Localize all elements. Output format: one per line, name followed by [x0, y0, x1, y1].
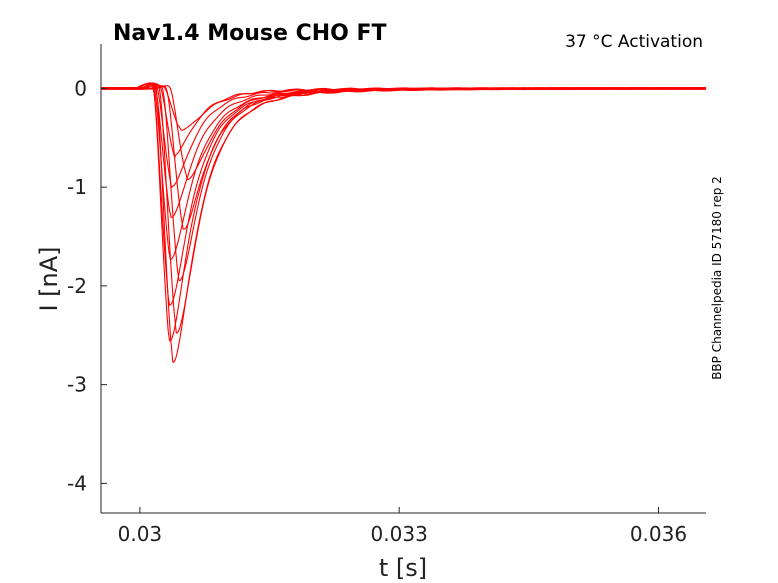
y-tick-label: 0 [74, 76, 87, 100]
x-axis-label: t [s] [379, 554, 427, 582]
plot-area: 0.03 0.033 0.036 0 -1 -2 -3 -4 [67, 44, 707, 546]
x-tick-label: 0.03 [118, 522, 163, 546]
current-trace-line [100, 82, 707, 260]
current-trace-line [100, 83, 707, 334]
current-trace-line [100, 82, 707, 219]
source-id-label: BBP Channelpedia ID 57180 rep 2 [710, 176, 724, 380]
y-axis-label: I [nA] [35, 246, 63, 311]
y-tick-label: -3 [67, 373, 87, 397]
current-trace-line [100, 85, 707, 131]
chart-title: Nav1.4 Mouse CHO FT [113, 21, 387, 46]
chart-subtitle: 37 °C Activation [565, 32, 703, 52]
current-trace-line [100, 83, 707, 189]
y-tick-group: 0 -1 -2 -3 -4 [67, 76, 107, 495]
x-tick-group: 0.03 0.033 0.036 [118, 507, 687, 546]
y-tick-label: -1 [67, 175, 87, 199]
x-tick-label: 0.033 [371, 522, 428, 546]
y-tick-label: -2 [67, 274, 87, 298]
x-tick-label: 0.036 [630, 522, 687, 546]
current-trace-line [100, 83, 707, 306]
y-tick-label: -4 [67, 471, 87, 495]
trace-group [100, 82, 707, 363]
current-trace-line [100, 86, 707, 230]
current-trace-line [100, 85, 707, 181]
